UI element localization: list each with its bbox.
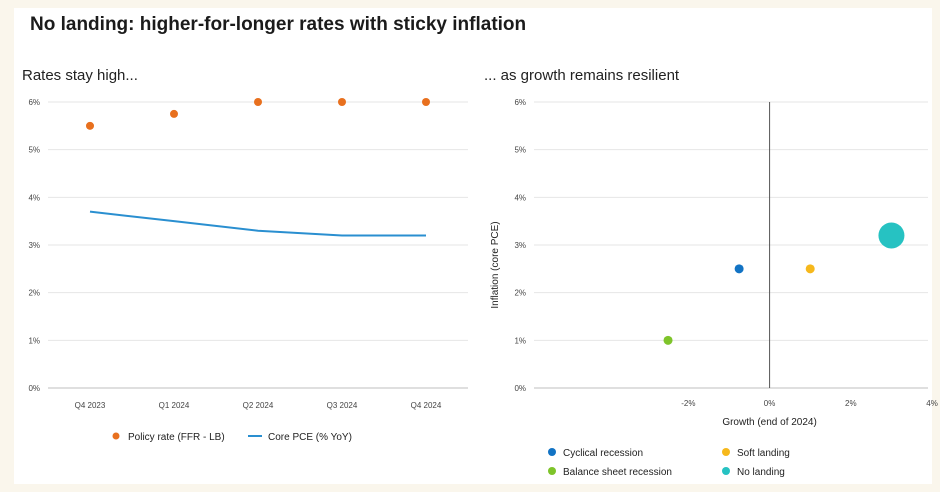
right-chart-title: ... as growth remains resilient	[484, 67, 680, 84]
left-y-tick-label: 6%	[28, 98, 40, 107]
right-y-tick-label: 3%	[514, 241, 526, 250]
policy-rate-dot	[338, 98, 346, 106]
legend-balance-sheet-recession-marker	[548, 467, 556, 475]
legend-cyclical-recession-label: Cyclical recession	[563, 448, 643, 459]
legend-soft-landing-label: Soft landing	[737, 448, 790, 459]
right-x-tick-label: 0%	[764, 399, 776, 408]
right-y-tick-label: 2%	[514, 289, 526, 298]
left-y-tick-label: 2%	[28, 289, 40, 298]
left-x-tick-label: Q1 2024	[159, 401, 190, 410]
right-y-axis-label: Inflation (core PCE)	[490, 221, 501, 308]
left-x-tick-label: Q4 2023	[75, 401, 106, 410]
right-x-tick-label: 2%	[845, 399, 857, 408]
left-x-tick-label: Q2 2024	[243, 401, 274, 410]
right-x-axis-label: Growth (end of 2024)	[722, 417, 817, 428]
page-title: No landing: higher-for-longer rates with…	[30, 14, 527, 35]
legend-policy-rate-marker	[112, 432, 120, 440]
policy-rate-dot	[422, 98, 430, 106]
left-y-tick-label: 1%	[28, 336, 40, 345]
legend-core-pce-label: Core PCE (% YoY)	[268, 432, 352, 443]
right-y-tick-label: 0%	[514, 384, 526, 393]
right-x-tick-label: -2%	[681, 399, 695, 408]
legend-no-landing-label: No landing	[737, 467, 785, 478]
policy-rate-dot	[170, 109, 178, 118]
chart-card	[14, 8, 932, 484]
scenario-point-no-landing	[878, 222, 905, 249]
left-chart-title: Rates stay high...	[22, 67, 138, 84]
legend-no-landing-marker	[722, 467, 730, 475]
legend-cyclical-recession-marker	[548, 448, 556, 456]
right-y-tick-label: 4%	[514, 193, 526, 202]
left-y-tick-label: 4%	[28, 193, 40, 202]
legend-balance-sheet-recession-label: Balance sheet recession	[563, 467, 672, 478]
right-x-tick-label: 4%	[926, 399, 938, 408]
left-y-tick-label: 3%	[28, 241, 40, 250]
right-y-tick-label: 1%	[514, 336, 526, 345]
policy-rate-dot	[254, 98, 262, 106]
core-pce-line	[89, 210, 426, 237]
left-y-tick-label: 0%	[28, 384, 40, 393]
policy-rate-dot	[86, 121, 94, 130]
legend-policy-rate-label: Policy rate (FFR - LB)	[128, 432, 225, 443]
left-y-tick-label: 5%	[28, 146, 40, 155]
right-y-tick-label: 6%	[514, 98, 526, 107]
scenario-point-soft-landing	[805, 264, 815, 274]
scenario-point-cyclical-recession	[734, 264, 744, 274]
scenario-point-balance-sheet-recession	[663, 335, 673, 345]
left-x-tick-label: Q4 2024	[411, 401, 442, 410]
right-y-tick-label: 5%	[514, 146, 526, 155]
legend-soft-landing-marker	[722, 448, 730, 456]
left-x-tick-label: Q3 2024	[327, 401, 358, 410]
